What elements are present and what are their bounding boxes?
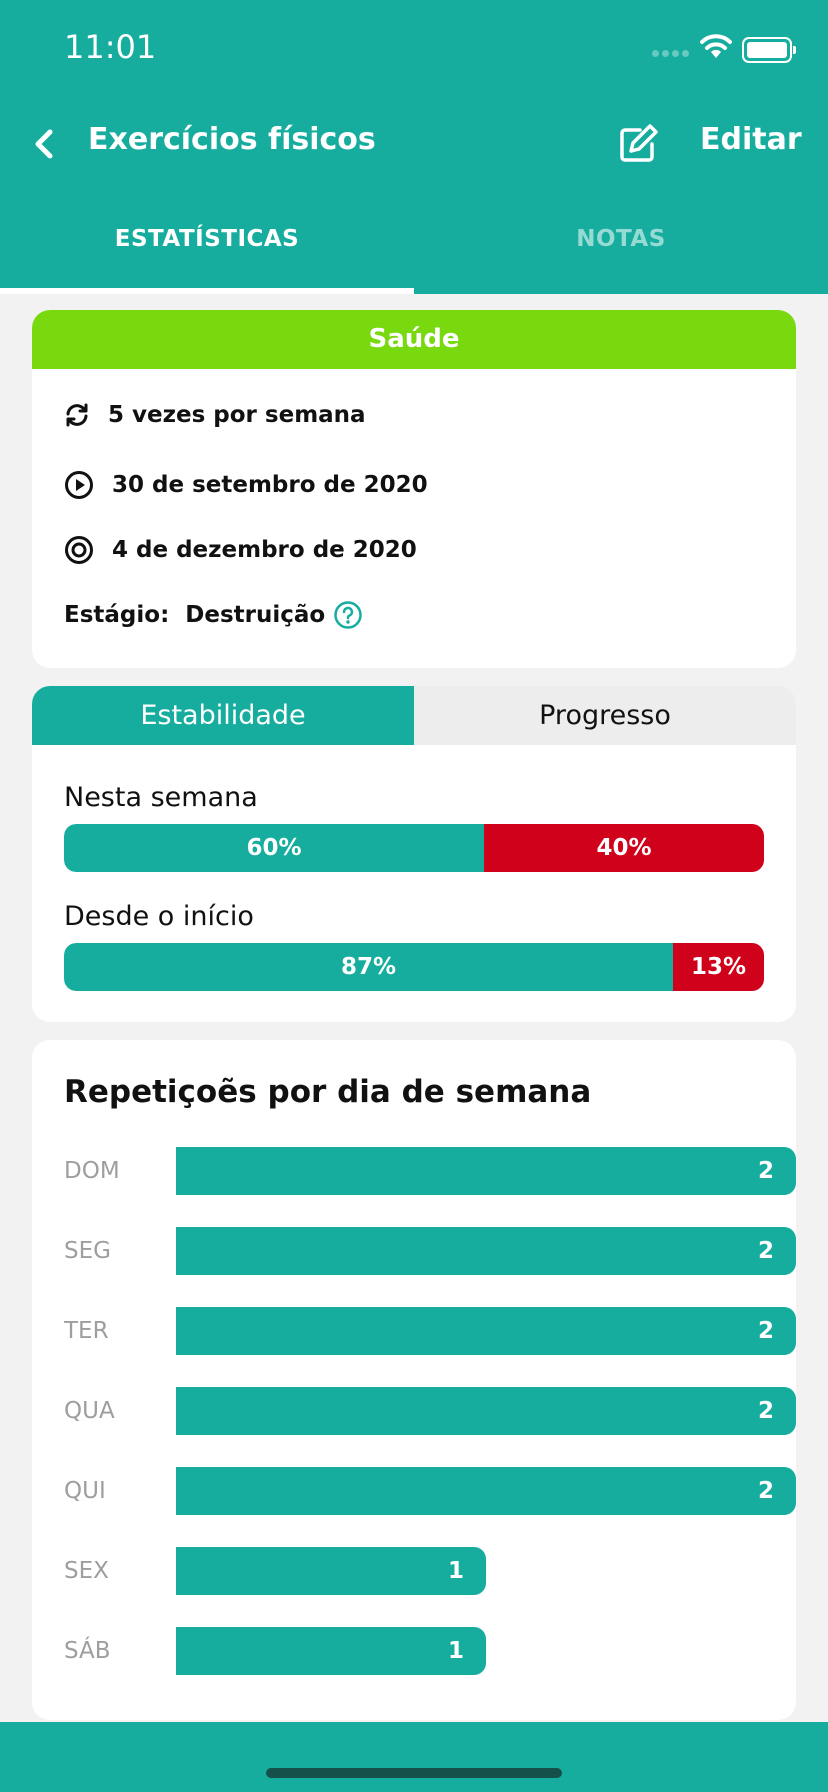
back-button[interactable] [26,122,66,166]
chart-bar: 2 [176,1227,796,1275]
target-icon [65,536,93,564]
chart-category-label: DOM [64,1158,120,1184]
this-week-bar: 60% 40% [64,824,764,872]
target-date-text: 4 de dezembro de 2020 [112,537,417,563]
stage-value: Destruição [185,602,326,628]
chart-bar: 2 [176,1307,796,1355]
since-start-label: Desde o início [64,901,254,932]
segment-progress[interactable]: Progresso [414,686,796,745]
chart-bar: 2 [176,1147,796,1195]
edit-button[interactable]: Editar [700,122,802,157]
chart-bar: 1 [176,1627,486,1675]
chart-row: SEG 2 [64,1227,796,1275]
status-time: 11:01 [64,28,157,66]
since-start-bar: 87% 13% [64,943,764,991]
target-date-row: 4 de dezembro de 2020 [64,535,417,565]
chart-category-label: SÁB [64,1638,111,1664]
home-indicator [266,1768,562,1778]
start-date-text: 30 de setembro de 2020 [112,472,428,498]
bottom-bar [0,1722,828,1792]
chart-row: QUI 2 [64,1467,796,1515]
since-start-success: 87% [64,943,673,991]
tab-statistics[interactable]: ESTATÍSTICAS [114,226,300,252]
repeat-icon [66,403,88,427]
page-title: Exercícios físicos [88,122,376,157]
chart-category-label: QUI [64,1478,106,1504]
chart-title: Repetiçoẽs por dia de semana [64,1074,592,1110]
battery-icon [742,37,796,63]
frequency-row: 5 vezes por semana [64,402,366,428]
chart-bar: 1 [176,1547,486,1595]
tab-notes[interactable]: NOTAS [576,226,666,252]
play-circle-icon [65,471,93,499]
this-week-success: 60% [64,824,484,872]
chart-bar: 2 [176,1467,796,1515]
this-week-label: Nesta semana [64,782,258,813]
stage-label: Estágio: [64,602,170,628]
chart-category-label: SEX [64,1558,109,1584]
chart-row: QUA 2 [64,1387,796,1435]
help-icon[interactable] [333,600,363,630]
chart-row: SEX 1 [64,1547,764,1595]
chart-row: TER 2 [64,1307,796,1355]
habit-info-card: Saúde 5 vezes por semana 30 de setembro … [32,310,796,668]
chart-row: SÁB 1 [64,1627,764,1675]
this-week-fail: 40% [476,824,764,872]
chart-row: DOM 2 [64,1147,796,1195]
active-tab-indicator [0,288,414,294]
since-start-fail: 13% [665,943,764,991]
stability-card: Estabilidade Progresso Nesta semana 60% … [32,686,796,1022]
frequency-text: 5 vezes por semana [108,402,366,428]
category-banner: Saúde [32,310,796,369]
repetitions-chart-card: Repetiçoẽs por dia de semana DOM 2 SEG 2 TER… [32,1040,796,1720]
chart-category-label: QUA [64,1398,115,1424]
chart-category-label: TER [64,1318,109,1344]
segment-stability[interactable]: Estabilidade [32,686,414,745]
start-date-row: 30 de setembro de 2020 [64,470,428,500]
wifi-icon [700,34,732,58]
edit-icon[interactable] [616,122,660,166]
segmented-control: Estabilidade Progresso [32,686,796,745]
cellular-signal-icon [652,50,689,57]
chart-bar: 2 [176,1387,796,1435]
app-header: 11:01 Exercícios físicos Editar ESTATÍST… [0,0,828,294]
chart-category-label: SEG [64,1238,111,1264]
stage-row: Estágio: Destruição [64,600,363,630]
